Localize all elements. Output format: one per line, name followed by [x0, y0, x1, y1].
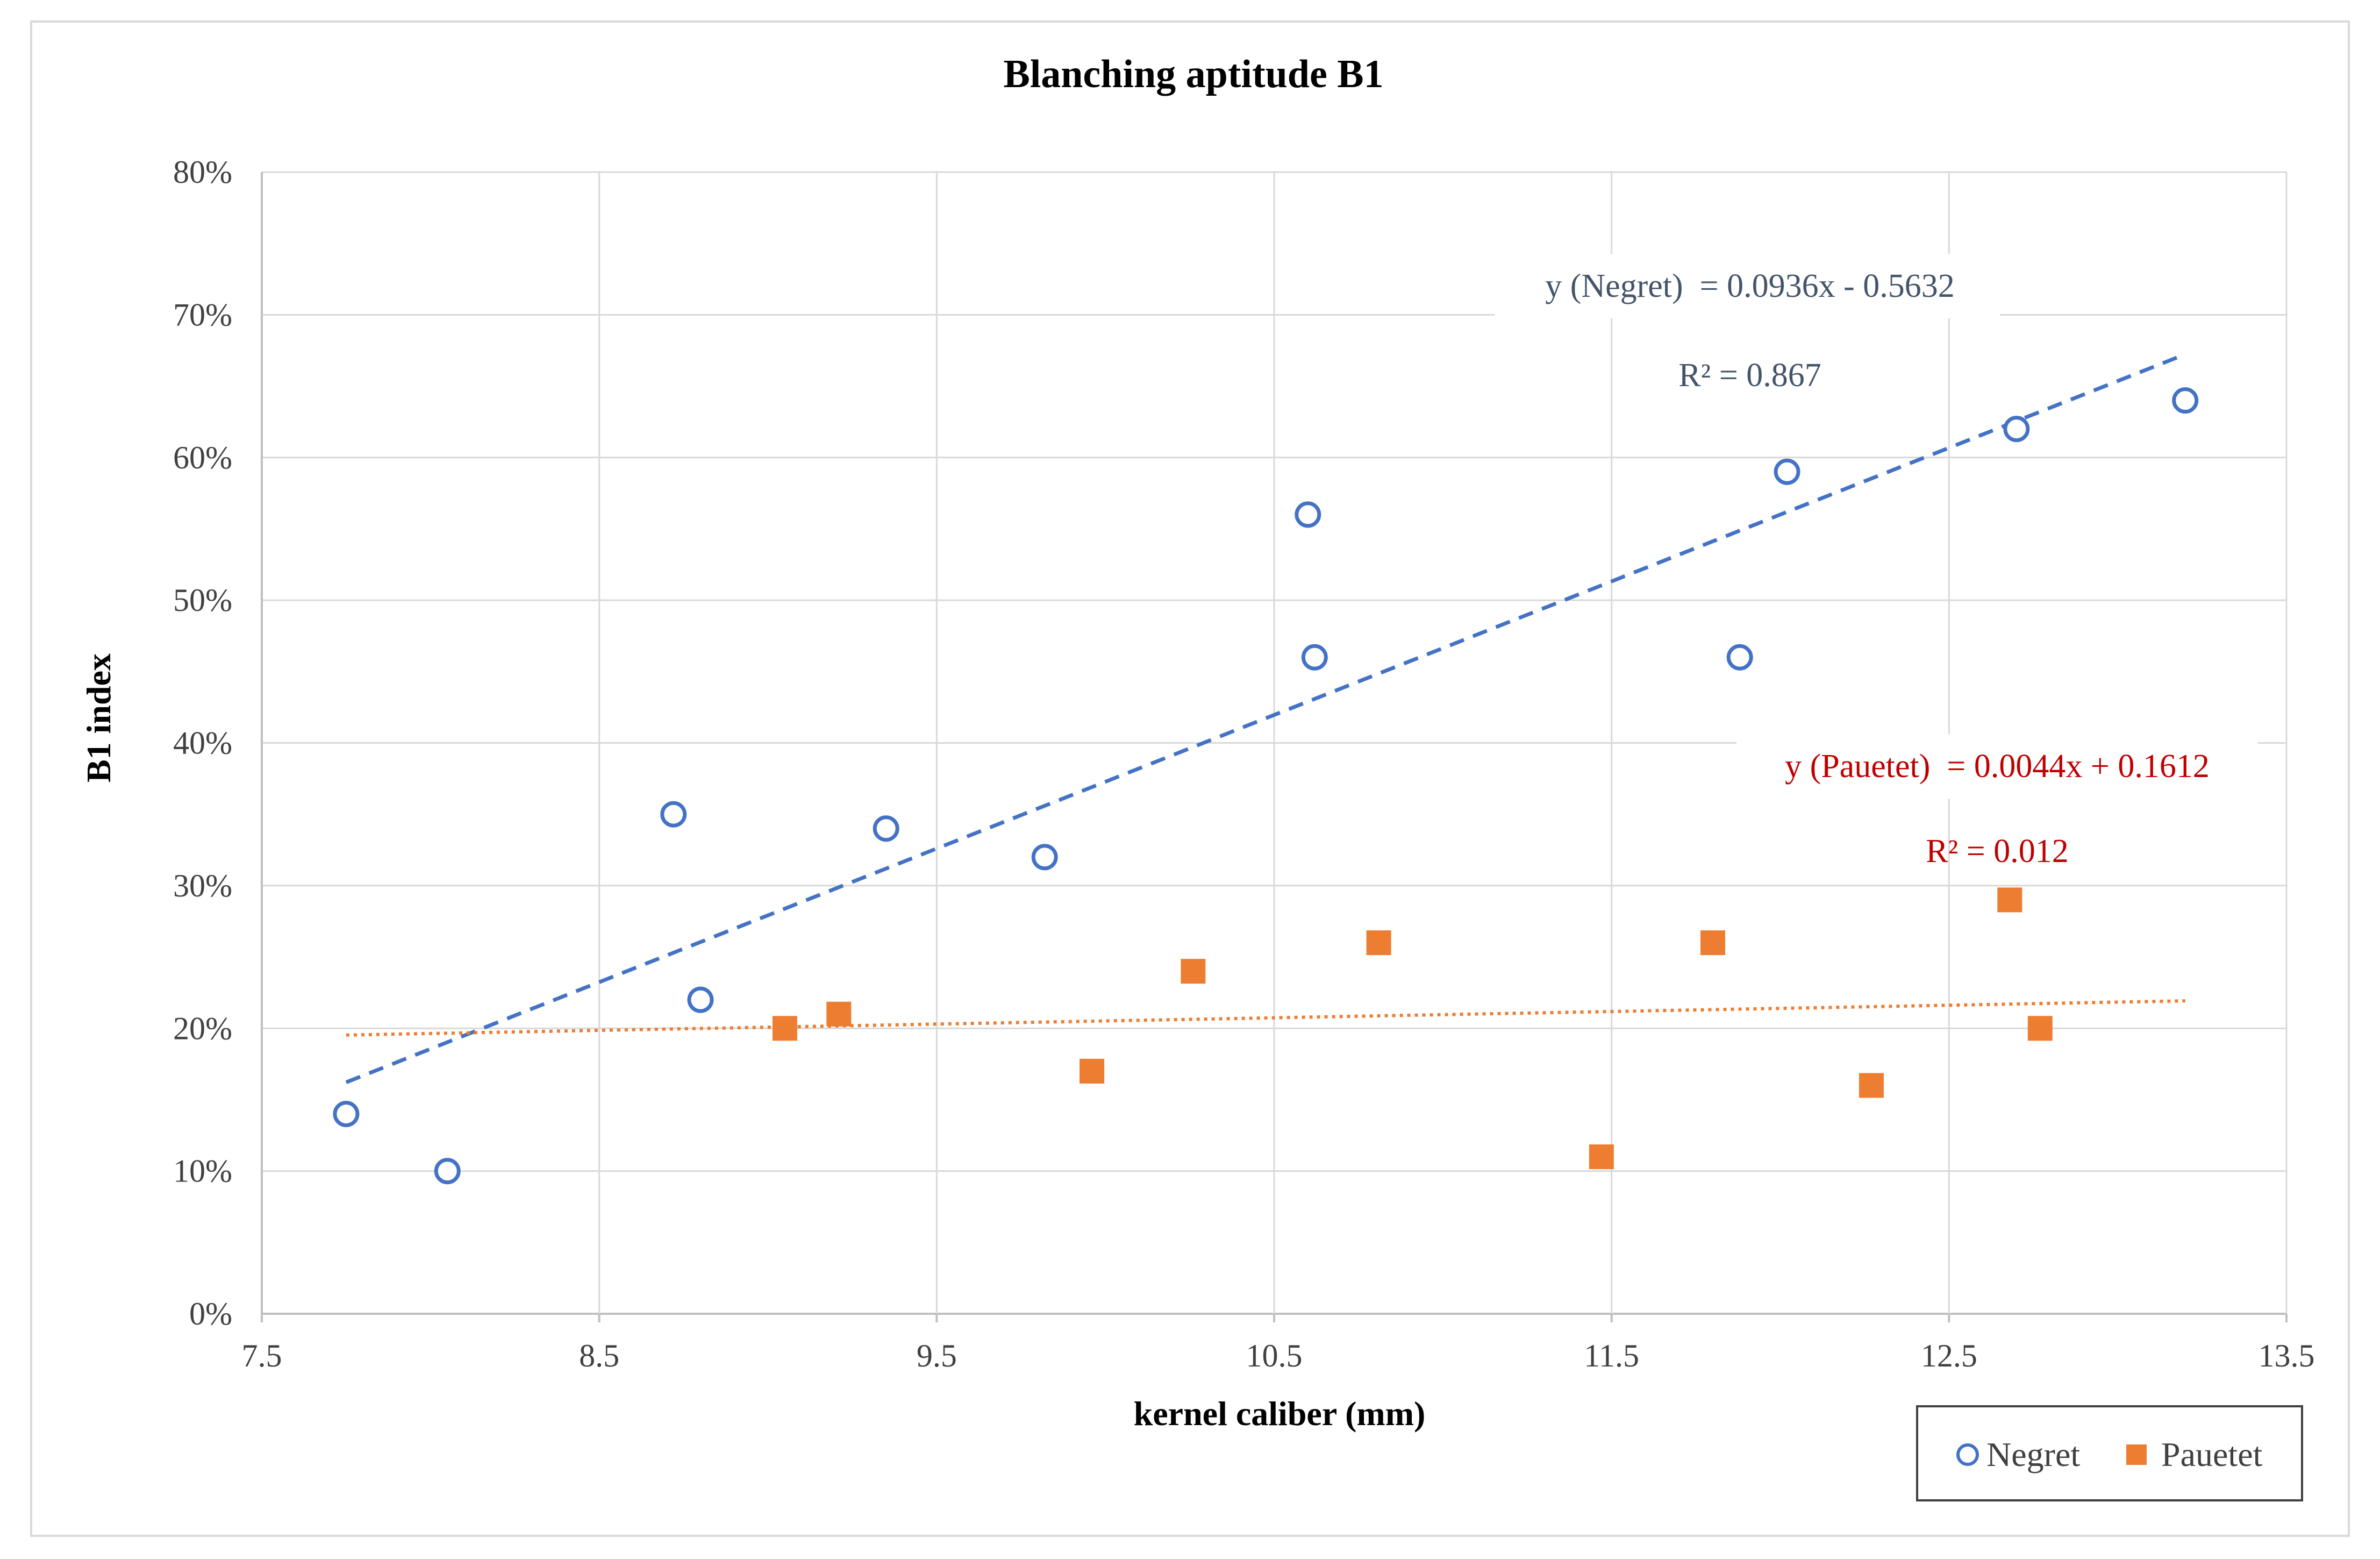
y-tick-label: 70%	[173, 297, 232, 332]
pauetet-point	[1366, 930, 1391, 956]
legend-pauetet-label: Pauetet	[2161, 1435, 2263, 1473]
x-tick-label: 13.5	[2259, 1338, 2315, 1373]
negret-trendline	[345, 352, 2186, 1084]
pauetet-point	[1181, 959, 1206, 984]
x-tick-label: 9.5	[917, 1338, 957, 1373]
pauetet-equation-background	[1736, 734, 2258, 799]
negret-trendline-equation: y (Negret) = 0.0936x - 0.5632	[1545, 268, 1955, 304]
negret-point	[1774, 458, 1800, 485]
negret-point	[1301, 644, 1328, 671]
pauetet-point	[2027, 1016, 2053, 1041]
y-tick-label: 10%	[173, 1154, 232, 1189]
y-tick-label: 50%	[173, 582, 232, 618]
pauetet-point	[1080, 1058, 1105, 1084]
pauetet-r-squared: R² = 0.012	[1926, 833, 2068, 870]
y-tick-label: 60%	[173, 440, 232, 475]
y-tick-label: 0%	[189, 1296, 232, 1332]
negret-point	[687, 986, 714, 1013]
trendlines	[345, 352, 2186, 1084]
negret-point	[1295, 501, 1321, 528]
negret-r-squared: R² = 0.867	[1678, 357, 1821, 394]
negret-point	[2172, 387, 2199, 414]
data-points	[333, 387, 2199, 1185]
y-tick-label: 30%	[173, 868, 232, 903]
negret-point	[1031, 844, 1058, 871]
x-tick-label: 11.5	[1584, 1338, 1639, 1373]
pauetet-point	[1589, 1144, 1614, 1170]
grid	[261, 171, 2288, 1322]
negret-point	[333, 1100, 360, 1127]
y-tick-label: 80%	[173, 154, 232, 190]
y-tick-label: 20%	[173, 1010, 232, 1046]
pauetet-trendline-equation: y (Pauetet) = 0.0044x + 0.1612	[1785, 748, 2210, 785]
negret-equation-background	[1495, 254, 2000, 318]
legend-negret-label: Negret	[1986, 1435, 2080, 1473]
pauetet-point	[1700, 930, 1725, 956]
legend-negret-marker	[1956, 1443, 1979, 1466]
x-tick-label: 12.5	[1921, 1338, 1977, 1373]
pauetet-point	[1859, 1073, 1884, 1098]
x-tick-label: 8.5	[579, 1338, 619, 1373]
y-tick-label: 40%	[173, 725, 232, 761]
negret-point	[1726, 644, 1753, 671]
pauetet-trendline	[346, 999, 2185, 1037]
negret-point	[873, 815, 899, 842]
legend: Negret Pauetet	[1916, 1405, 2303, 1501]
negret-point	[2003, 416, 2030, 443]
x-axis-label: kernel caliber (mm)	[1134, 1394, 1426, 1433]
pauetet-point	[826, 1001, 852, 1027]
legend-pauetet-marker	[2126, 1444, 2147, 1465]
y-axis-label: B1 index	[80, 653, 118, 782]
negret-point	[660, 801, 687, 828]
pauetet-point	[1997, 887, 2022, 913]
pauetet-point	[772, 1016, 797, 1041]
x-tick-label: 10.5	[1246, 1338, 1303, 1373]
x-tick-label: 7.5	[242, 1338, 282, 1373]
legend-box	[1916, 1405, 2303, 1501]
chart-title: Blanching aptitude B1	[1003, 52, 1383, 96]
negret-point	[434, 1158, 461, 1185]
tick-labels: 0% 10% 20% 30% 40% 50% 60% 70% 80% 7.5 8.5 9.5 10.5 1…	[173, 154, 2314, 1373]
